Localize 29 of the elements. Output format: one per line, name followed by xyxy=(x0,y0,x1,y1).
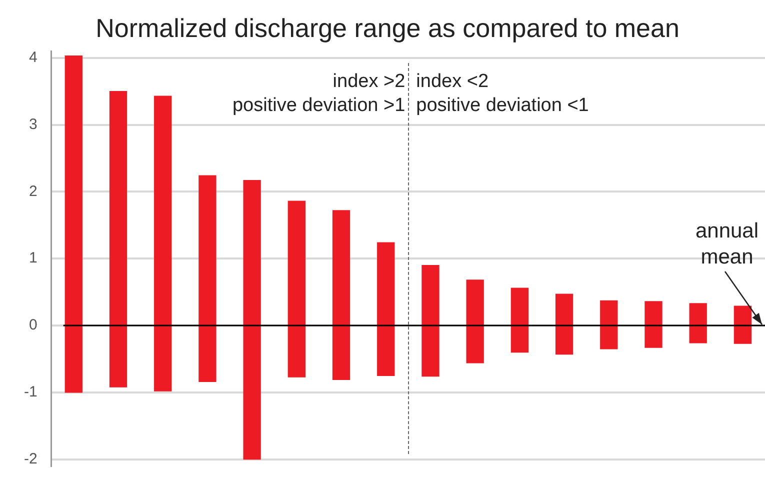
annotation: positive deviation >1 xyxy=(232,95,406,116)
bar xyxy=(555,294,574,355)
annotation: positive deviation <1 xyxy=(416,95,589,116)
bar xyxy=(689,303,707,344)
y-tick-label: 3 xyxy=(28,116,38,133)
y-tick-label: 2 xyxy=(28,182,38,200)
bar xyxy=(422,264,440,377)
annotation: index >2 xyxy=(332,71,406,92)
ref-line-label: annual mean xyxy=(695,220,759,269)
y-tick-label: 1 xyxy=(28,250,38,267)
bar xyxy=(288,200,306,378)
bar xyxy=(109,91,128,388)
bar xyxy=(154,96,172,392)
y-tick-label: 4 xyxy=(28,49,38,66)
bar xyxy=(600,300,618,350)
bar xyxy=(243,180,261,460)
bar xyxy=(332,210,350,380)
bar xyxy=(466,280,484,364)
bar xyxy=(644,301,662,348)
chart-title: Normalized discharge range as compared to mean xyxy=(96,12,680,43)
y-tick-label: -2 xyxy=(24,450,38,468)
bar xyxy=(510,288,529,353)
bar xyxy=(64,56,82,393)
bar xyxy=(198,175,216,382)
y-tick-label: 0 xyxy=(28,316,38,334)
y-tick-label: -1 xyxy=(24,384,38,401)
annotation: index <2 xyxy=(416,71,489,92)
bar xyxy=(377,242,395,376)
bar xyxy=(734,306,752,344)
